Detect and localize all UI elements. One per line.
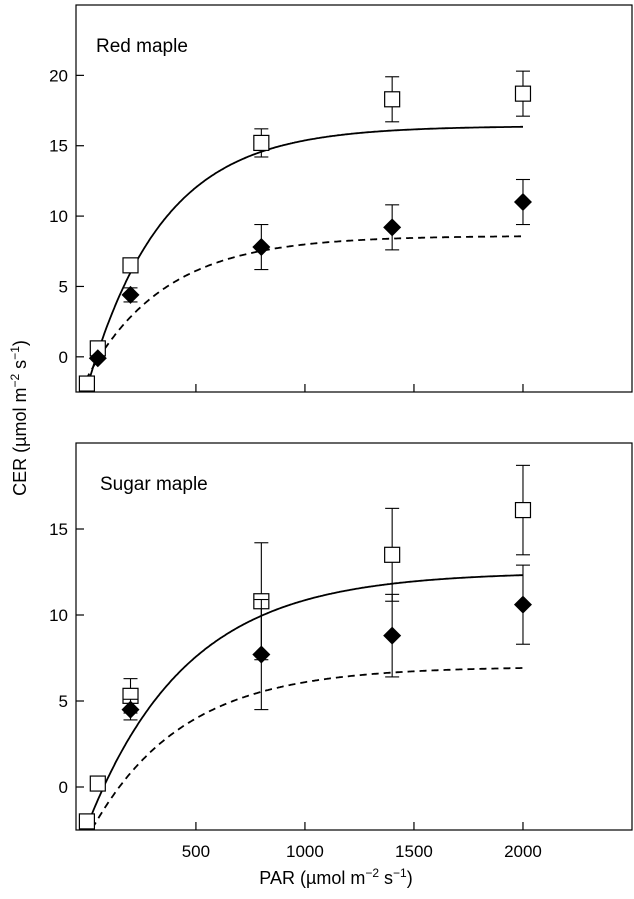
x-axis-ticks	[195, 384, 524, 392]
y-tick-label: 10	[49, 606, 68, 625]
fit-curve-dashed	[79, 235, 523, 391]
marker-open-square	[514, 501, 532, 519]
y-axis-title: CER (µmol m−2 s−1)	[8, 340, 30, 496]
fit-curve-solid	[84, 574, 524, 830]
x-tick-label: 1500	[395, 842, 433, 861]
x-tick-label: 500	[182, 842, 210, 861]
marker-open-square	[384, 546, 401, 563]
fit-curve-solid	[84, 125, 523, 392]
marker-open-square	[89, 775, 106, 792]
y-tick-label: 15	[49, 137, 68, 156]
marker-filled-diamond	[513, 595, 532, 614]
y-tick-label: 0	[59, 348, 68, 367]
panel-frame	[75, 4, 633, 393]
y-axis-ticks: 0 5 10 15	[49, 520, 84, 797]
marker-filled-diamond	[88, 349, 107, 368]
panel-title: Red maple	[96, 36, 188, 57]
x-tick-label: 1000	[286, 842, 324, 861]
marker-open-square	[78, 375, 96, 392]
marker-filled-diamond	[383, 218, 402, 237]
data-points	[78, 70, 532, 392]
panel-frame	[75, 442, 633, 831]
marker-filled-diamond	[252, 645, 271, 664]
y-tick-label: 20	[49, 66, 68, 85]
panel-red-maple: Red maple 0 5 10 15 20	[49, 4, 633, 393]
fitted-curves	[79, 125, 523, 392]
y-tick-label: 5	[59, 692, 68, 711]
y-tick-label: 0	[59, 778, 68, 797]
panel-title: Sugar maple	[100, 474, 208, 495]
x-axis-title: PAR (µmol m−2 s−1)	[259, 866, 412, 888]
x-axis-ticks: 500 1000 1500 2000	[182, 822, 542, 861]
marker-filled-diamond	[121, 700, 140, 719]
y-tick-label: 15	[49, 520, 68, 539]
fit-curve-dashed	[91, 667, 523, 830]
marker-open-square	[253, 134, 270, 152]
marker-open-square	[384, 91, 401, 108]
fitted-curves	[84, 574, 524, 830]
y-axis-ticks: 0 5 10 15 20	[49, 66, 84, 367]
marker-filled-diamond	[121, 285, 140, 304]
panel-sugar-maple: Sugar maple 0 5 10 15 500 1000 1500 2000	[49, 442, 633, 861]
marker-open-square	[78, 813, 96, 830]
marker-open-square	[122, 257, 139, 274]
data-points	[78, 464, 532, 830]
x-tick-label: 2000	[504, 842, 542, 861]
y-tick-label: 10	[49, 207, 68, 226]
y-tick-label: 5	[59, 277, 68, 296]
marker-filled-diamond	[513, 193, 532, 212]
marker-filled-diamond	[383, 626, 402, 645]
marker-open-square	[514, 85, 532, 102]
marker-filled-diamond	[252, 238, 271, 257]
